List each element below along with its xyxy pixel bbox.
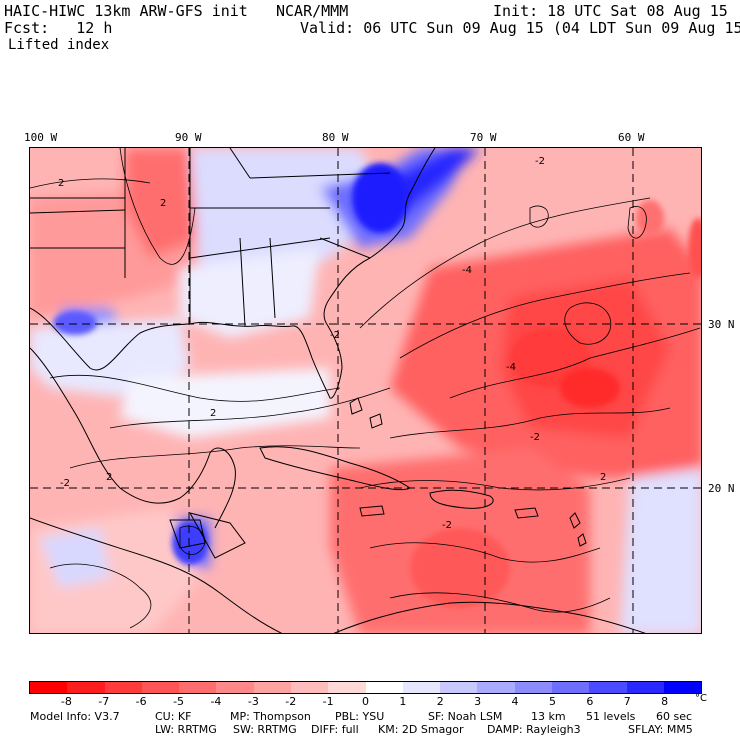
- model-title: HAIC-HIWC 13km ARW-GFS init: [4, 2, 248, 20]
- footer-cu: CU: KF: [155, 710, 192, 723]
- colorbar-segment: [365, 682, 403, 693]
- colorbar-segment: [589, 682, 627, 693]
- contour-label: -2: [442, 520, 452, 531]
- colorbar-tick-label: 7: [623, 695, 631, 708]
- colorbar-segment: [402, 682, 441, 693]
- lon-label-100w: 100 W: [24, 131, 58, 144]
- colorbar-tick-label: -2: [285, 695, 297, 708]
- colorbar-tick-label: -5: [173, 695, 185, 708]
- contour-label: -4: [506, 362, 516, 373]
- contour-label: -2: [535, 156, 545, 167]
- lat-label-20n: 20 N: [708, 482, 735, 495]
- colorbar: [29, 681, 702, 694]
- colorbar-segment: [663, 682, 702, 693]
- colorbar-tick-label: 1: [399, 695, 407, 708]
- colorbar-segment: [440, 682, 478, 693]
- contour-label: 2: [160, 198, 166, 209]
- forecast-hour: Fcst: 12 h: [4, 19, 113, 37]
- field-detail: [53, 163, 701, 608]
- footer-levels: 51 levels: [586, 710, 636, 723]
- colorbar-unit: °C: [695, 693, 707, 704]
- footer-mp: MP: Thompson: [230, 710, 311, 723]
- colorbar-tick-label: -6: [135, 695, 147, 708]
- colorbar-segment: [30, 682, 68, 693]
- colorbar-segment: [179, 682, 217, 693]
- footer-diff: DIFF: full: [311, 723, 359, 736]
- contour-label: 2: [600, 472, 606, 483]
- coastlines: [30, 148, 646, 633]
- colorbar-segment: [104, 682, 142, 693]
- colorbar-tick-label: 3: [474, 695, 482, 708]
- lon-label-70w: 70 W: [470, 131, 497, 144]
- contour-label-group: 2 2 2 2 -2 -2 -4 -4 -2 2 -2 -2: [58, 156, 606, 531]
- colorbar-segment: [253, 682, 291, 693]
- colorbar-tick-label: -4: [210, 695, 222, 708]
- footer-km: KM: 2D Smagor: [378, 723, 464, 736]
- colorbar-segment: [551, 682, 590, 693]
- colorbar-segment: [141, 682, 180, 693]
- colorbar-segment: [328, 682, 366, 693]
- org-label: NCAR/MMM: [276, 2, 349, 20]
- colorbar-tick-label: -7: [98, 695, 110, 708]
- footer-model-info: Model Info: V3.7: [30, 710, 120, 723]
- colorbar-tick-label: 0: [362, 695, 369, 708]
- field-name: Lifted index: [8, 37, 110, 53]
- lat-label-30n: 30 N: [708, 318, 735, 331]
- contour-label: -4: [462, 265, 472, 276]
- colorbar-tick-label: 4: [511, 695, 519, 708]
- colorbar-tick-label: 6: [586, 695, 594, 708]
- footer-damp: DAMP: Rayleigh3: [487, 723, 581, 736]
- colorbar-segment: [67, 682, 105, 693]
- contour-label: -2: [60, 478, 70, 489]
- footer-sf: SF: Noah LSM: [428, 710, 503, 723]
- lat-lon-grid: [30, 148, 701, 633]
- colorbar-tick-label: -1: [322, 695, 334, 708]
- map-svg: 2 2 2 2 -2 -2 -4 -4 -2 2 -2 -2: [30, 148, 701, 633]
- footer-lw: LW: RRTMG: [155, 723, 217, 736]
- colorbar-segment: [514, 682, 552, 693]
- contour-label: -2: [330, 330, 340, 341]
- colorbar-tick-label: 2: [436, 695, 444, 708]
- init-time: Init: 18 UTC Sat 08 Aug 15: [493, 2, 728, 20]
- colorbar-tick-label: -8: [60, 695, 72, 708]
- contour-label: -2: [530, 432, 540, 443]
- footer-pbl: PBL: YSU: [335, 710, 385, 723]
- lon-label-60w: 60 W: [618, 131, 645, 144]
- colorbar-segment: [216, 682, 254, 693]
- colorbar-segment: [290, 682, 329, 693]
- colorbar-segment: [626, 682, 664, 693]
- contour-label: 2: [210, 408, 216, 419]
- footer-sflay: SFLAY: MM5: [628, 723, 693, 736]
- valid-time: Valid: 06 UTC Sun 09 Aug 15 (04 LDT Sun …: [300, 19, 740, 37]
- footer-resolution: 13 km: [531, 710, 566, 723]
- colorbar-segment: [477, 682, 515, 693]
- contour-label: 2: [106, 472, 112, 483]
- contour-label: 2: [58, 178, 64, 189]
- colorbar-tick-label: -3: [247, 695, 259, 708]
- lon-label-80w: 80 W: [322, 131, 349, 144]
- footer-sw: SW: RRTMG: [233, 723, 297, 736]
- colorbar-tick-label: 8: [661, 695, 669, 708]
- footer-timestep: 60 sec: [656, 710, 693, 723]
- lon-label-90w: 90 W: [175, 131, 202, 144]
- colorbar-tick-label: 5: [548, 695, 556, 708]
- lifted-index-map: 2 2 2 2 -2 -2 -4 -4 -2 2 -2 -2: [29, 147, 702, 634]
